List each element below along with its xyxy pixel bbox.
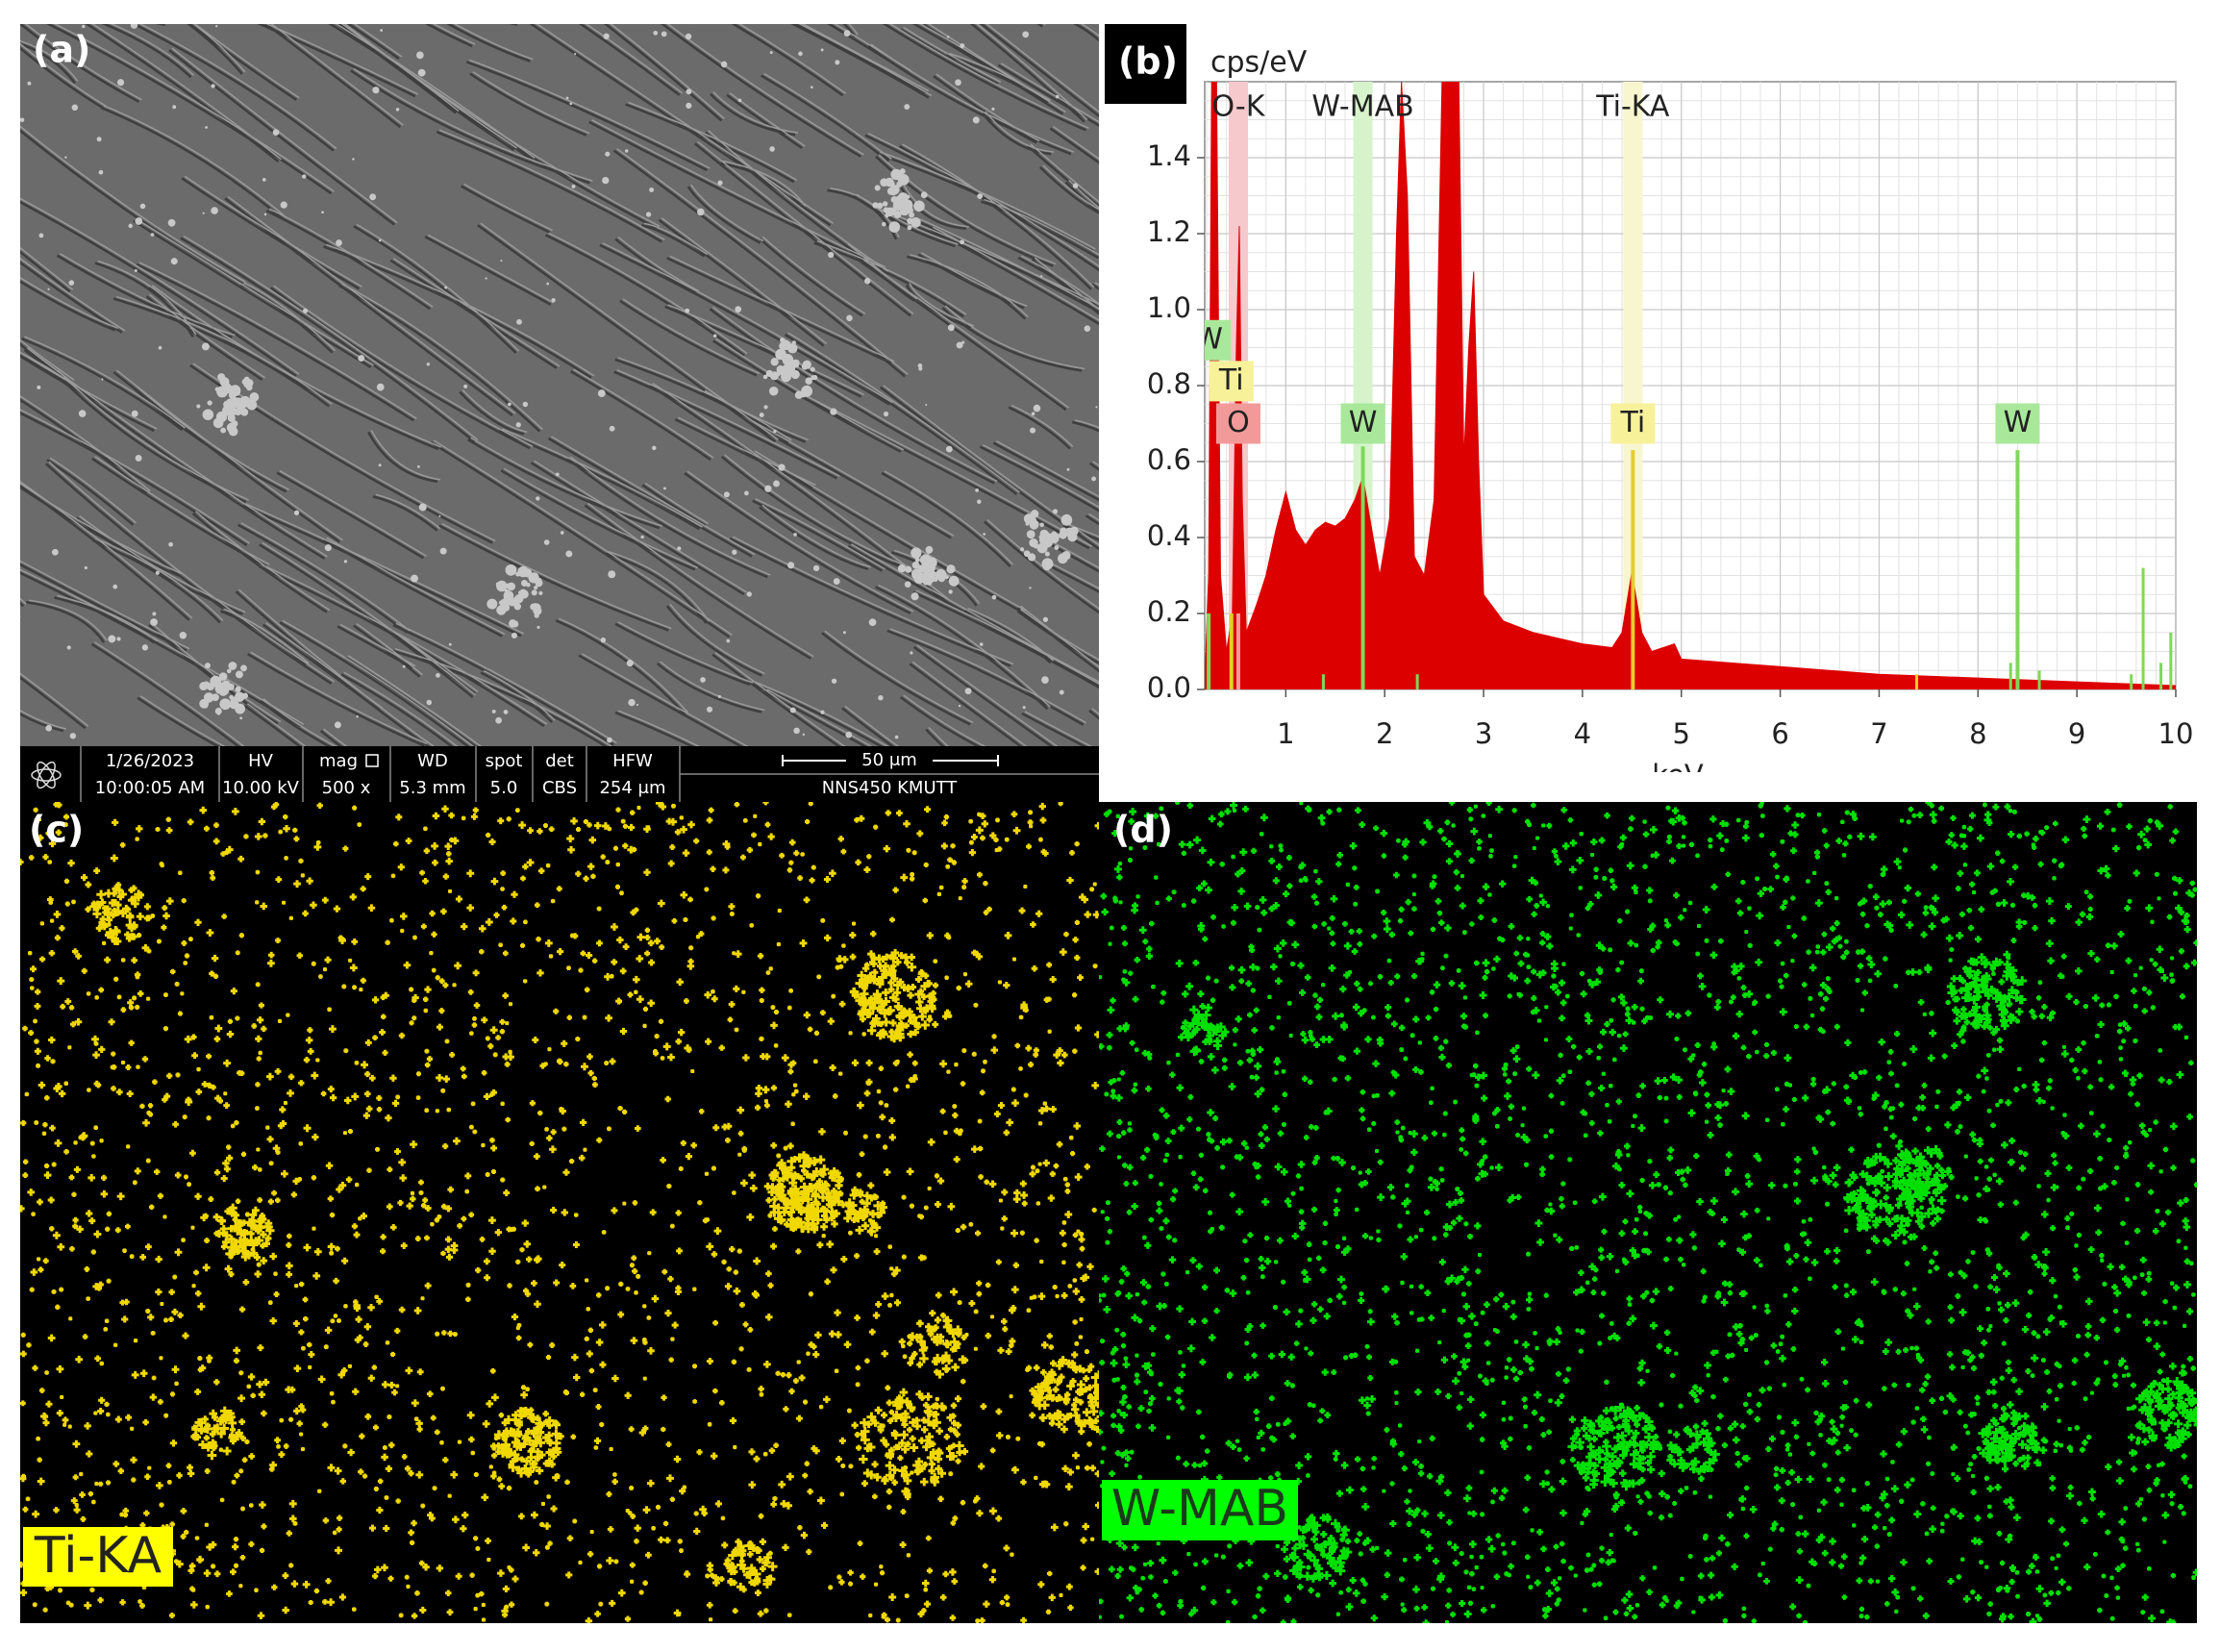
y-tick-label: 0.0 [1147, 671, 1191, 704]
map-label-bg [1102, 1480, 1298, 1540]
ti-dots [20, 802, 1099, 1623]
element-label-bg [1205, 319, 1232, 361]
y-tick-label: 1.0 [1147, 291, 1191, 324]
x-tick-label: 10 [2158, 717, 2194, 750]
info-bar-dividers [80, 746, 1099, 802]
x-tick-label: 9 [2068, 717, 2085, 750]
y-tick-label: 0.2 [1147, 595, 1191, 628]
panel-label-bg [1105, 24, 1186, 104]
y-tick-label: 0.6 [1147, 443, 1191, 476]
x-tick-label: 4 [1574, 717, 1591, 750]
info-value: 10.00 kV [222, 778, 300, 798]
element-label-bg [1215, 403, 1260, 444]
axes: 0.0 0.2 0.4 0.6 0.8 1.0 1.2 1.4 1 2 3 4 5 6 7 8 9 10 O-K W-… [1147, 90, 2194, 751]
plot-area: W Ti O W Ti W [1194, 82, 2176, 689]
sem-ridges-light [20, 24, 1099, 746]
element-label-bg [1995, 403, 2040, 444]
y-tick-label: 0.4 [1147, 519, 1191, 552]
info-head: mag [319, 751, 358, 771]
scale-label: 50 μm [861, 750, 917, 770]
info-value: 500 x [322, 778, 371, 798]
y-tick-label: 0.8 [1147, 367, 1191, 400]
info-bar: 1/26/2023 10:00:05 AM HV 10.00 kV mag 50… [20, 746, 1099, 802]
info-value: 5.0 [490, 778, 518, 798]
info-value: CBS [542, 778, 577, 798]
y-axis-label: cps/eV [1210, 46, 1308, 80]
element-label: Ti [1218, 363, 1244, 397]
info-head: HV [248, 751, 274, 771]
info-time: 10:00:05 AM [95, 778, 205, 798]
sem-background [20, 24, 1099, 746]
x-tick-label: 3 [1475, 717, 1492, 750]
w-dots [1099, 802, 2197, 1623]
info-head: HFW [612, 751, 653, 771]
element-label: W [2004, 406, 2033, 439]
panel-label: (b) [1118, 40, 1178, 83]
panel-label: (a) [33, 29, 90, 71]
peak-label: W-MAB [1311, 90, 1413, 124]
x-tick-label: 2 [1376, 717, 1393, 750]
instrument: NNS450 KMUTT [822, 778, 959, 798]
ti-map [20, 802, 1099, 1623]
panel-label: (d) [1113, 809, 1173, 851]
x-tick-label: 7 [1870, 717, 1887, 750]
element-label: W [1349, 406, 1378, 439]
x-tick-label: 1 [1277, 717, 1294, 750]
map-label: Ti-KA [34, 1527, 162, 1585]
info-date: 1/26/2023 [106, 751, 194, 771]
map-label: W-MAB [1111, 1480, 1288, 1538]
info-head: WD [417, 751, 448, 771]
info-head: spot [486, 751, 523, 771]
element-label-bg [1340, 403, 1385, 444]
peak-band [1623, 82, 1643, 689]
x-tick-label: 6 [1771, 717, 1788, 750]
element-label: W [1194, 322, 1223, 356]
y-tick-label: 1.4 [1147, 139, 1191, 172]
x-axis-label: keV [1652, 759, 1704, 791]
peak-label: Ti-KA [1595, 90, 1670, 124]
map-label-bg [23, 1527, 173, 1587]
x-tick-label: 8 [1969, 717, 1986, 750]
info-value: 254 μm [599, 778, 665, 798]
map-bg [20, 802, 1099, 1623]
info-value: 5.3 mm [399, 778, 465, 798]
scale-bar [782, 755, 999, 766]
element-label-bg [1209, 361, 1254, 402]
y-tick-label: 1.2 [1147, 215, 1191, 248]
peak-label: O-K [1211, 90, 1265, 124]
element-label-bg [1610, 403, 1656, 444]
mag-icon [365, 754, 379, 767]
spectrum-panel: W Ti O W Ti W 0.0 0.2 0.4 0.6 0.8 1.0 1.2 1.4 1 2 3 4 5 6 7… [1105, 24, 2195, 791]
x-tick-label: 5 [1673, 717, 1690, 750]
element-label: O [1227, 406, 1250, 439]
panel-label: (c) [29, 809, 84, 851]
info-head: det [545, 751, 574, 771]
sem-image [20, 24, 1099, 746]
atom-icon [31, 761, 62, 789]
element-label: Ti [1619, 406, 1645, 439]
